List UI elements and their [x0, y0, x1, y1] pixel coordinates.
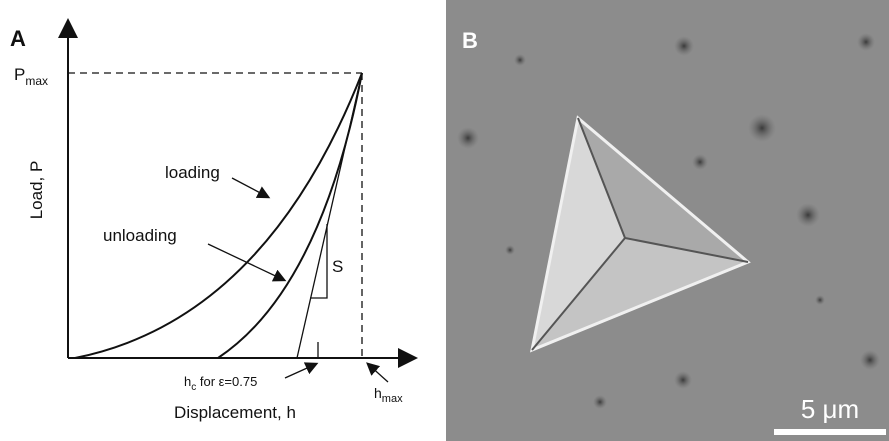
loading-label: loading	[165, 163, 220, 182]
hc-main: h	[184, 374, 191, 389]
hmax-label: hmax	[374, 385, 403, 405]
y-axis-label: Load, P	[27, 161, 46, 220]
pmax-sub: max	[25, 74, 48, 88]
unloading-curve	[218, 73, 362, 358]
hmax-arrow	[368, 364, 388, 382]
panel-a: A Pmax Load, P Displacement, h loading u…	[10, 22, 414, 422]
scale-bar-label: 5 μm	[801, 394, 859, 424]
hc-label: hc for ε=0.75	[184, 374, 257, 393]
tangent-line	[297, 73, 362, 358]
unloading-label: unloading	[103, 226, 177, 245]
loading-curve	[75, 73, 362, 358]
pmax-main: P	[14, 65, 25, 84]
loading-arrow	[232, 178, 268, 197]
x-axis-label: Displacement, h	[174, 403, 296, 422]
scale-bar	[774, 429, 886, 435]
pmax-label: Pmax	[14, 65, 48, 88]
stiffness-label: S	[332, 257, 343, 276]
hc-rest: for ε=0.75	[196, 374, 257, 389]
unloading-arrow	[208, 244, 284, 280]
panel-label: B	[462, 28, 478, 53]
hmax-sub: max	[382, 393, 403, 405]
hc-arrow	[285, 364, 316, 378]
panel-label: A	[10, 26, 26, 51]
figure: A Pmax Load, P Displacement, h loading u…	[0, 0, 889, 441]
hmax-main: h	[374, 385, 382, 401]
panel-b: B 5 μm	[446, 0, 889, 441]
